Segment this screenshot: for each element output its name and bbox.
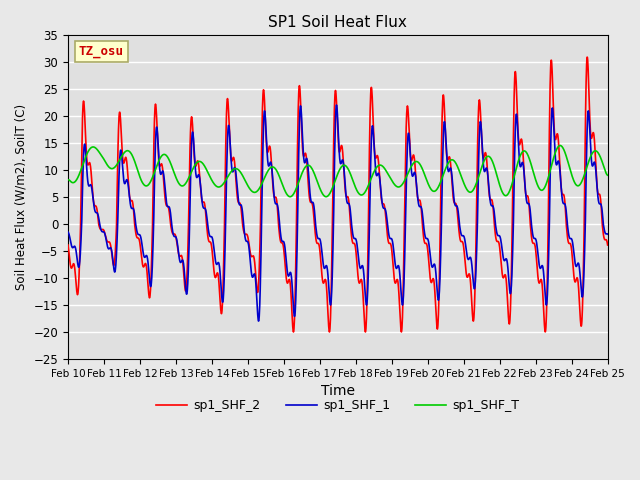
sp1_SHF_1 xyxy=(214,260,222,265)
sp1_SHF_1 xyxy=(365,223,373,229)
sp1_SHF_1 xyxy=(333,102,340,108)
Line: sp1_SHF_T: sp1_SHF_T xyxy=(68,145,607,197)
sp1_SHF_2 xyxy=(365,162,373,168)
Title: SP1 Soil Heat Flux: SP1 Soil Heat Flux xyxy=(268,15,407,30)
sp1_SHF_1 xyxy=(572,262,579,267)
sp1_SHF_1 xyxy=(255,318,262,324)
Line: sp1_SHF_2: sp1_SHF_2 xyxy=(68,57,607,332)
sp1_SHF_1 xyxy=(64,229,72,235)
sp1_SHF_T xyxy=(495,179,502,185)
sp1_SHF_2 xyxy=(354,267,362,273)
Text: TZ_osu: TZ_osu xyxy=(79,45,124,58)
sp1_SHF_1 xyxy=(354,247,362,253)
sp1_SHF_T xyxy=(556,143,564,148)
sp1_SHF_T xyxy=(354,189,362,194)
X-axis label: Time: Time xyxy=(321,384,355,398)
Line: sp1_SHF_1: sp1_SHF_1 xyxy=(68,105,607,321)
sp1_SHF_T xyxy=(286,194,294,200)
sp1_SHF_2 xyxy=(290,329,298,335)
sp1_SHF_T xyxy=(572,181,579,187)
sp1_SHF_T xyxy=(557,143,564,148)
sp1_SHF_1 xyxy=(495,233,503,239)
sp1_SHF_T xyxy=(64,177,72,182)
sp1_SHF_2 xyxy=(556,169,564,175)
sp1_SHF_2 xyxy=(572,279,579,285)
sp1_SHF_T xyxy=(604,172,611,178)
sp1_SHF_2 xyxy=(583,54,591,60)
Legend: sp1_SHF_2, sp1_SHF_1, sp1_SHF_T: sp1_SHF_2, sp1_SHF_1, sp1_SHF_T xyxy=(151,395,525,418)
sp1_SHF_2 xyxy=(214,275,222,280)
sp1_SHF_2 xyxy=(495,240,502,245)
sp1_SHF_2 xyxy=(604,242,611,248)
Y-axis label: Soil Heat Flux (W/m2), SoilT (C): Soil Heat Flux (W/m2), SoilT (C) xyxy=(15,104,28,290)
sp1_SHF_T xyxy=(365,180,373,186)
sp1_SHF_T xyxy=(214,184,222,190)
sp1_SHF_1 xyxy=(557,174,564,180)
sp1_SHF_2 xyxy=(64,242,72,248)
sp1_SHF_1 xyxy=(604,231,611,237)
